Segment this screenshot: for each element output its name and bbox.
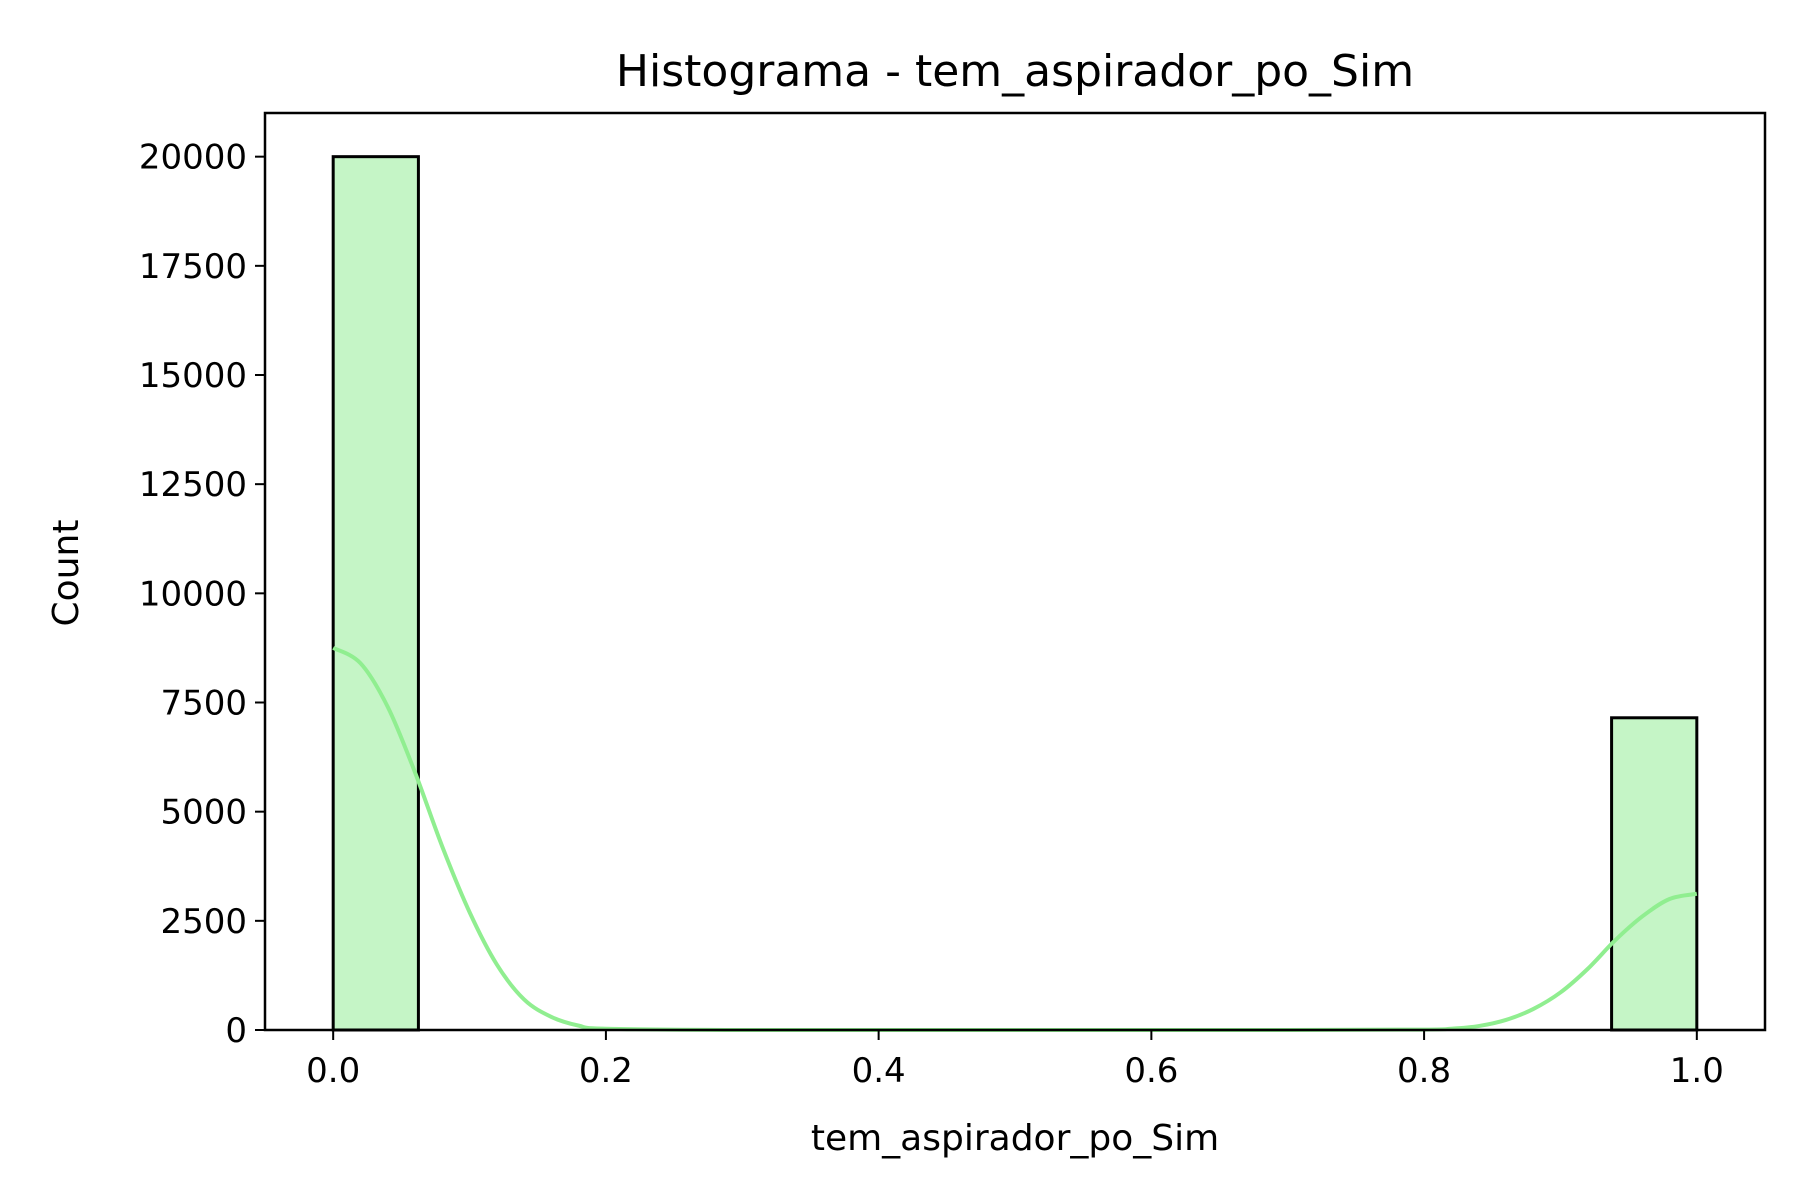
y-tick-label: 17500 [139, 247, 247, 287]
y-tick-label: 7500 [160, 684, 247, 724]
y-tick-label: 15000 [139, 356, 247, 396]
y-tick-label: 10000 [139, 574, 247, 614]
x-tick-label: 0.4 [852, 1051, 906, 1091]
x-tick-label: 0.8 [1397, 1051, 1451, 1091]
y-tick-label: 2500 [160, 902, 247, 942]
histogram-bar-0 [331, 155, 420, 1032]
plot-area-frame [263, 111, 1767, 1032]
histogram-bars [331, 155, 1699, 1032]
y-tick-label: 5000 [160, 793, 247, 833]
y-tick-label: 12500 [139, 465, 247, 505]
y-axis-label: Count [46, 520, 87, 627]
x-tick-label: 0.0 [306, 1051, 360, 1091]
y-axis: 0 2500 5000 7500 10000 12500 15000 17500 20000 [139, 138, 265, 1051]
x-tick-label: 0.6 [1124, 1051, 1178, 1091]
x-axis: 0.0 0.2 0.4 0.6 0.8 1.0 [306, 1030, 1724, 1091]
x-tick-label: 1.0 [1670, 1051, 1724, 1091]
x-tick-label: 0.2 [579, 1051, 633, 1091]
y-tick-label: 20000 [139, 138, 247, 178]
y-tick-label: 0 [225, 1011, 247, 1051]
x-axis-label: tem_aspirador_po_Sim [811, 1118, 1219, 1159]
histogram-bar-1 [1610, 716, 1699, 1032]
chart-title: Histograma - tem_aspirador_po_Sim [616, 46, 1414, 97]
